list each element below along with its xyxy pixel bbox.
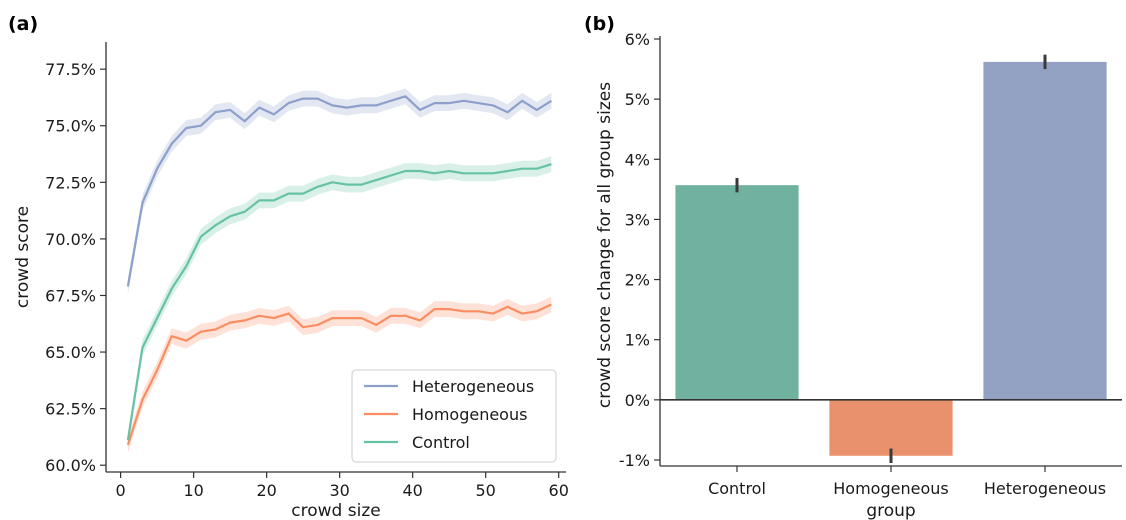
- panel-b-label: (b): [584, 13, 615, 35]
- x-tick-label: Control: [708, 479, 766, 498]
- x-tick-label: 60: [549, 481, 569, 500]
- bar-heterogeneous: [983, 61, 1107, 400]
- bar-chart-ticks: -1% 0% 1% 2% 3% 4% 5% 6% Control Homogeneous Heter…: [619, 30, 1106, 498]
- y-tick-label: 3%: [625, 210, 650, 229]
- line-chart-x-label: crowd size: [291, 501, 380, 520]
- y-tick-label: 62.5%: [45, 400, 96, 419]
- x-tick-label: 10: [183, 481, 203, 500]
- legend-label-heterogeneous: Heterogeneous: [412, 377, 534, 396]
- y-tick-label: 4%: [625, 150, 650, 169]
- bar-chart-bars: [675, 54, 1107, 463]
- legend: Heterogeneous Homogeneous Control: [351, 369, 557, 463]
- panel-a-label: (a): [8, 13, 38, 35]
- line-chart: 0 10 20 30 40 50 60 60.0% 62.5% 65.0% 67.5% 70.0% 72…: [13, 42, 569, 520]
- x-tick-label: 50: [476, 481, 496, 500]
- x-tick-label: 30: [329, 481, 349, 500]
- y-tick-label: 72.5%: [45, 173, 96, 192]
- line-chart-series: [126, 95, 552, 446]
- y-tick-label: 5%: [625, 90, 650, 109]
- legend-label-homogeneous: Homogeneous: [412, 405, 527, 424]
- bar-control: [675, 185, 799, 400]
- x-tick-label: 20: [256, 481, 276, 500]
- y-tick-label: 75.0%: [45, 117, 96, 136]
- confidence-band-homogeneous: [127, 296, 552, 453]
- bar-chart: -1% 0% 1% 2% 3% 4% 5% 6% Control Homogeneous Heter…: [595, 30, 1122, 520]
- legend-box: [351, 369, 557, 463]
- y-tick-label: 77.5%: [45, 60, 96, 79]
- series-line-heterogeneous: [126, 95, 552, 287]
- bar-chart-x-label: group: [866, 501, 915, 520]
- y-tick-label: 6%: [625, 30, 650, 49]
- y-tick-label: 65.0%: [45, 343, 96, 362]
- legend-label-control: Control: [412, 433, 470, 452]
- y-tick-label: 0%: [625, 391, 650, 410]
- y-tick-label: 60.0%: [45, 456, 96, 475]
- x-tick-label: Heterogeneous: [984, 479, 1106, 498]
- series-line-control: [126, 163, 552, 441]
- bar-chart-y-label: crowd score change for all group sizes: [595, 82, 615, 408]
- x-tick-label: 40: [402, 481, 422, 500]
- x-tick-label: Homogeneous: [833, 479, 948, 498]
- x-tick-label: 0: [116, 481, 126, 500]
- y-tick-label: 70.0%: [45, 230, 96, 249]
- y-tick-label: 2%: [625, 271, 650, 290]
- y-tick-label: 1%: [625, 331, 650, 350]
- bar-homogeneous: [829, 399, 953, 456]
- line-chart-y-label: crowd score: [13, 206, 33, 308]
- confidence-band-heterogeneous: [127, 88, 552, 295]
- series-line-homogeneous: [126, 303, 552, 446]
- line-chart-ticks: 0 10 20 30 40 50 60 60.0% 62.5% 65.0% 67.5% 70.0% 72…: [45, 60, 569, 500]
- y-tick-label: 67.5%: [45, 286, 96, 305]
- line-chart-confidence-bands: [127, 88, 552, 453]
- y-tick-label: -1%: [619, 451, 650, 470]
